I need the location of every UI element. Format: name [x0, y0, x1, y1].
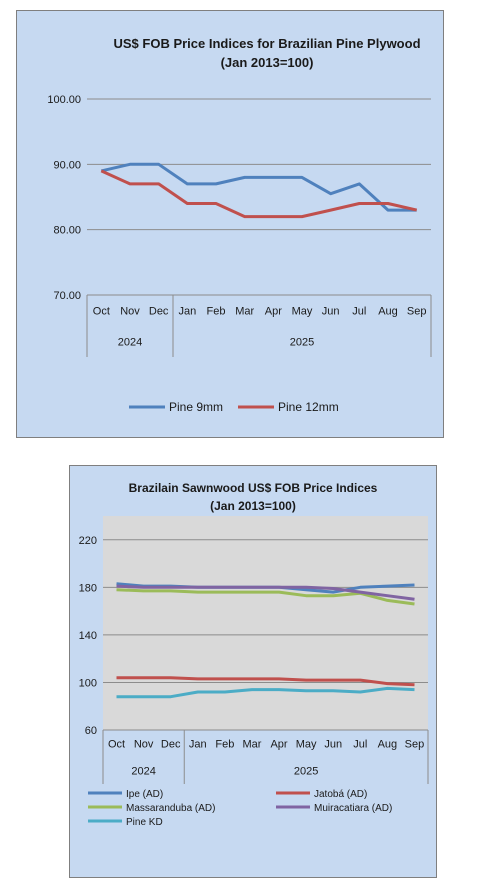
y-tick-label: 180: [79, 582, 97, 594]
x-tick-label: Jun: [322, 306, 340, 318]
series-line: [116, 686, 415, 699]
year-label: 2024: [131, 766, 155, 778]
x-tick-label: Sep: [405, 739, 425, 751]
series-line: [116, 676, 415, 687]
legend-label: Pine 12mm: [278, 400, 339, 414]
y-tick-label: 80.00: [53, 225, 81, 237]
y-tick-label: 100: [79, 677, 97, 689]
x-tick-label: May: [296, 739, 317, 751]
x-tick-label: Apr: [270, 739, 287, 751]
legend-label: Muiracatiara (AD): [314, 803, 392, 814]
x-tick-label: Dec: [149, 306, 169, 318]
x-tick-label: Mar: [235, 306, 254, 318]
x-tick-label: Feb: [207, 306, 226, 318]
x-tick-label: Oct: [108, 739, 125, 751]
x-tick-label: Jun: [324, 739, 342, 751]
x-tick-label: Dec: [161, 739, 181, 751]
series-line: [100, 169, 418, 219]
year-label: 2025: [294, 766, 318, 778]
x-tick-label: Jul: [353, 739, 367, 751]
y-tick-label: 100.00: [47, 94, 81, 106]
chart-title: US$ FOB Price Indices for Brazilian Pine…: [113, 36, 420, 51]
chart-subtitle: (Jan 2013=100): [210, 499, 296, 513]
x-tick-label: Nov: [120, 306, 140, 318]
legend-label: Jatobá (AD): [314, 789, 367, 800]
x-tick-label: Mar: [242, 739, 261, 751]
series-line: [116, 588, 415, 606]
x-tick-label: Jul: [352, 306, 366, 318]
plywood-chart-panel: US$ FOB Price Indices for Brazilian Pine…: [16, 10, 444, 438]
x-tick-label: Sep: [407, 306, 427, 318]
y-tick-label: 90.00: [53, 159, 81, 171]
y-tick-label: 60: [85, 725, 97, 737]
series-line: [116, 584, 415, 601]
x-tick-label: Feb: [215, 739, 234, 751]
y-tick-label: 140: [79, 630, 97, 642]
legend-label: Pine KD: [126, 817, 163, 828]
x-tick-label: Jan: [178, 306, 196, 318]
chart-title: Brazilain Sawnwood US$ FOB Price Indices: [129, 481, 378, 495]
plot-area: [103, 516, 428, 730]
x-tick-label: Nov: [134, 739, 154, 751]
y-tick-label: 220: [79, 535, 97, 547]
series-line: [100, 162, 417, 212]
sawnwood-chart-panel: Brazilain Sawnwood US$ FOB Price Indices…: [69, 465, 437, 878]
x-tick-label: Aug: [378, 739, 398, 751]
plywood-chart: US$ FOB Price Indices for Brazilian Pine…: [47, 36, 432, 414]
x-tick-label: Jan: [189, 739, 207, 751]
chart-subtitle: (Jan 2013=100): [221, 55, 314, 70]
x-tick-label: May: [292, 306, 313, 318]
year-label: 2025: [290, 337, 314, 349]
y-tick-label: 70.00: [53, 290, 81, 302]
legend-label: Ipe (AD): [126, 789, 163, 800]
x-tick-label: Aug: [378, 306, 398, 318]
x-tick-label: Apr: [265, 306, 282, 318]
x-tick-label: Oct: [93, 306, 110, 318]
year-label: 2024: [118, 337, 142, 349]
legend-label: Massaranduba (AD): [126, 803, 215, 814]
sawnwood-chart: Brazilain Sawnwood US$ FOB Price Indices…: [79, 481, 429, 828]
legend-label: Pine 9mm: [169, 400, 223, 414]
